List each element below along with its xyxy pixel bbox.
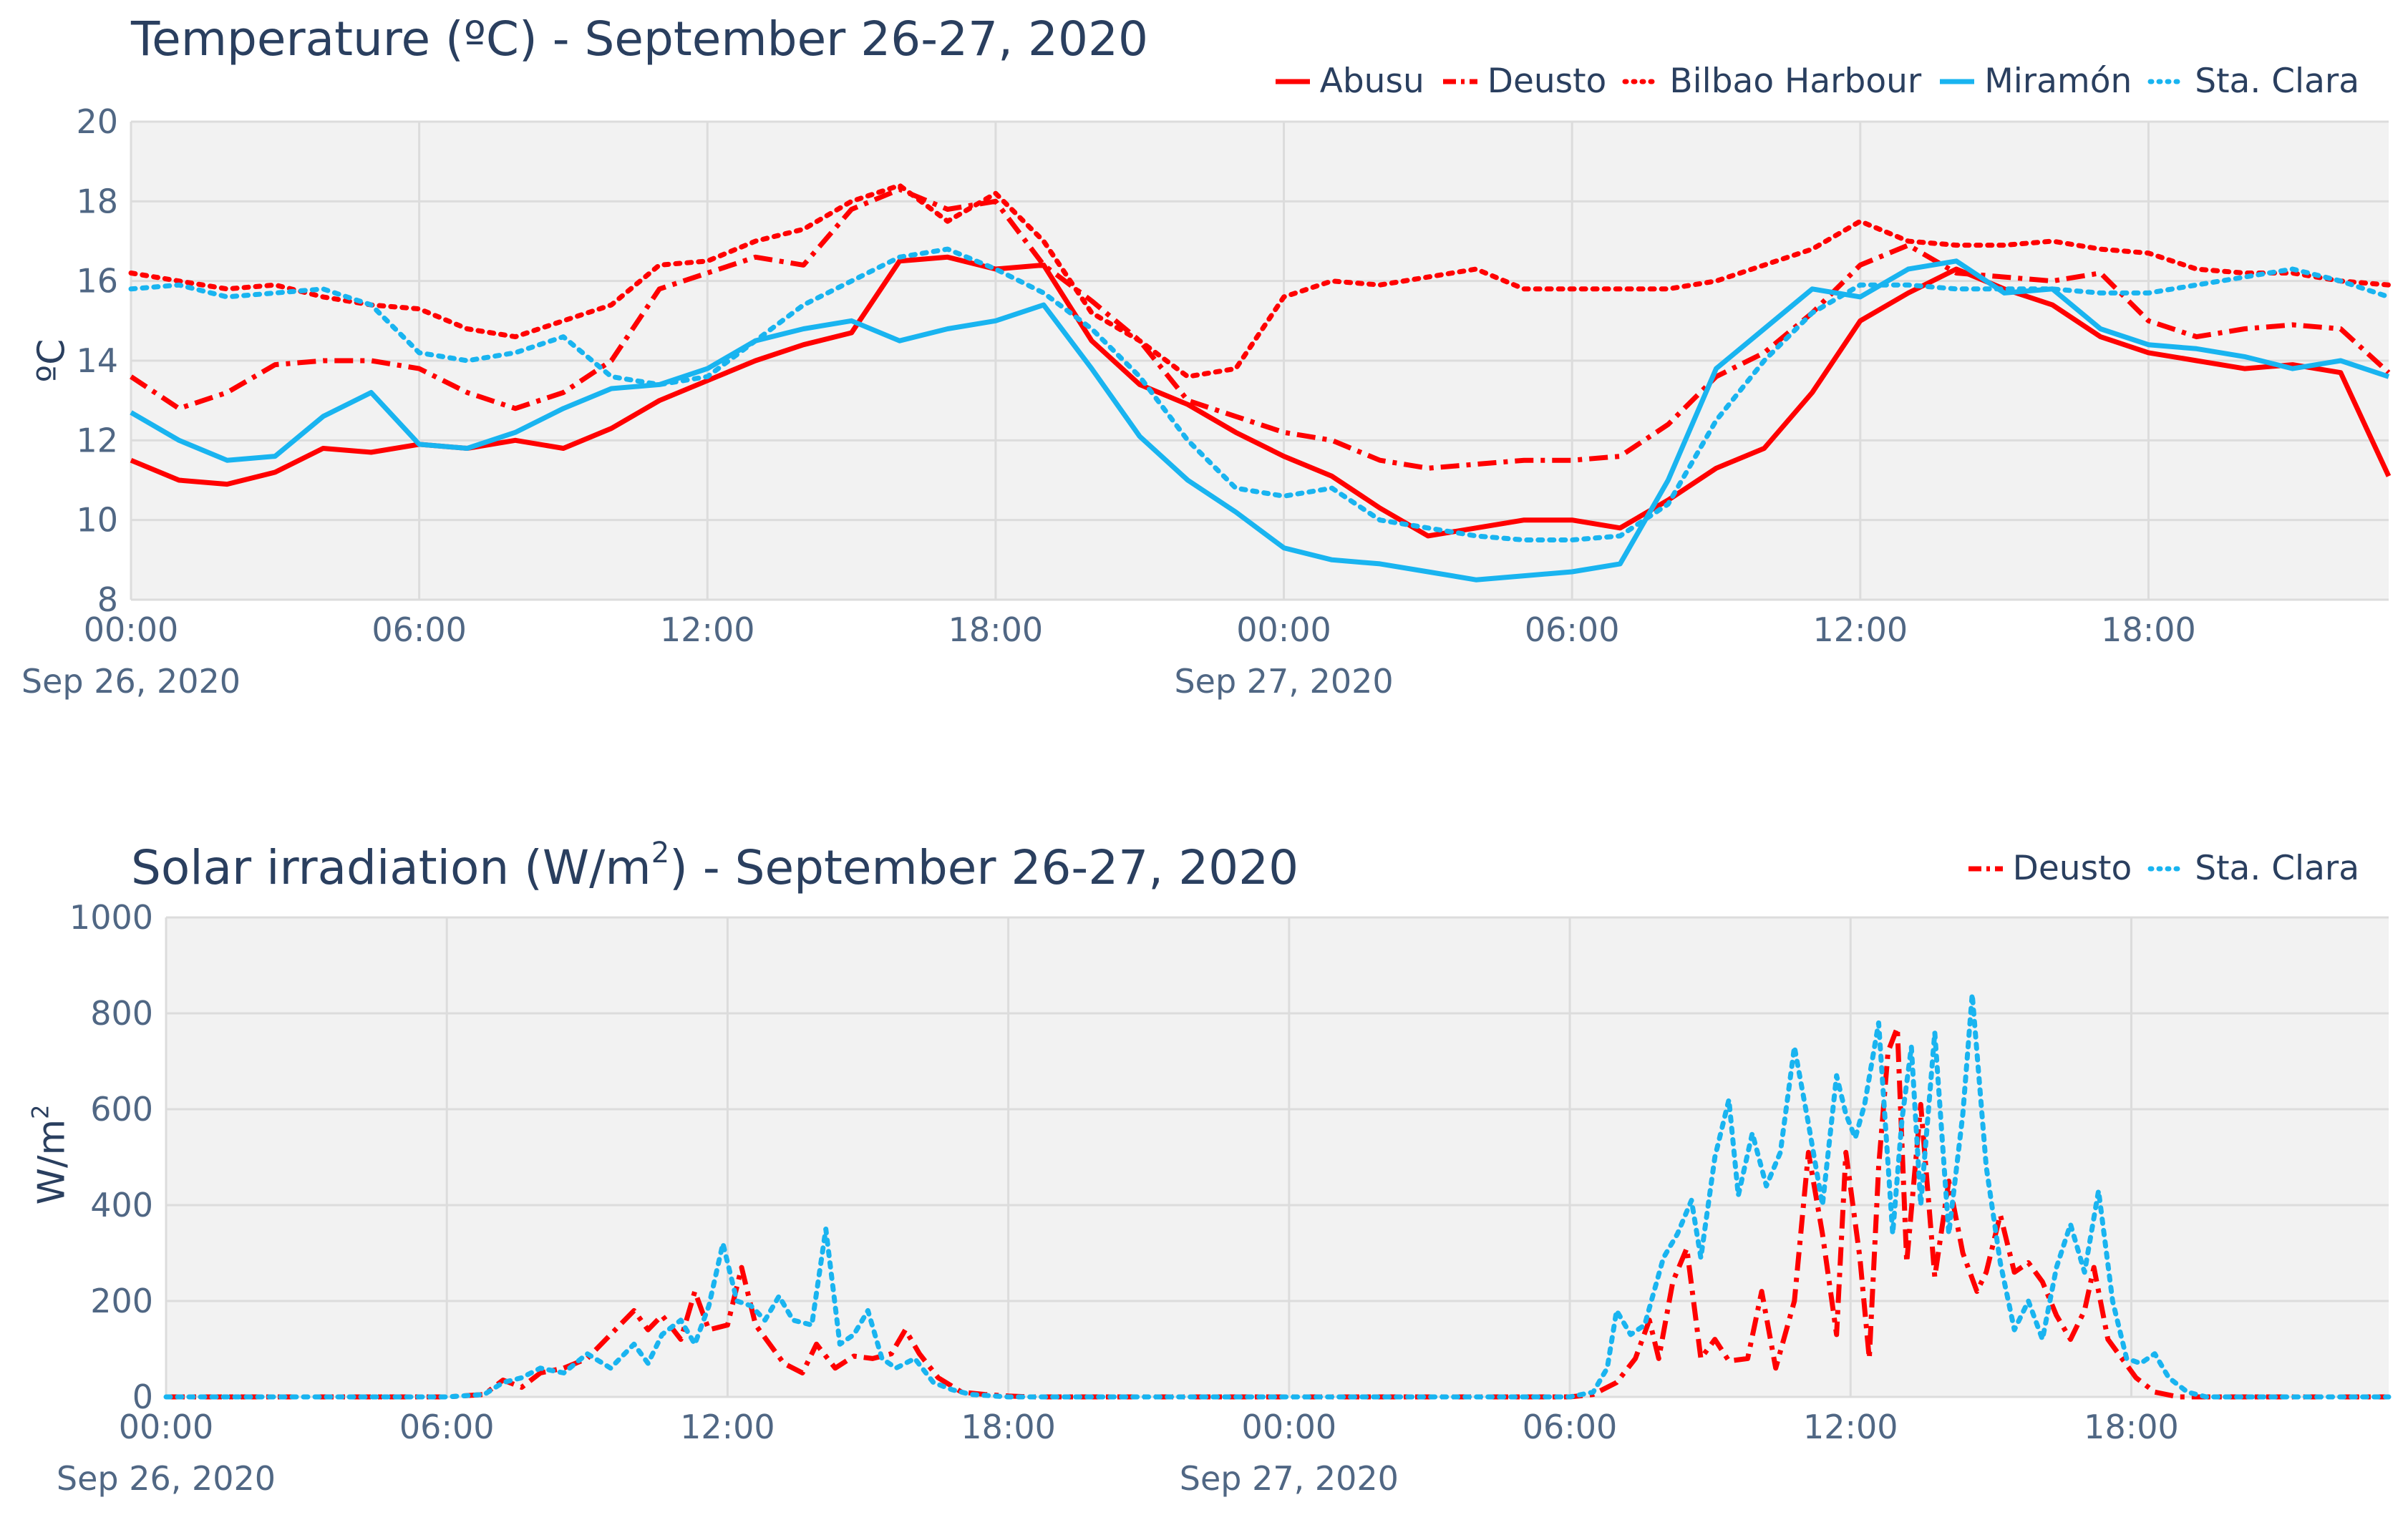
x-tick-date-label: Sep 26, 2020 [21, 662, 241, 701]
legend-swatch [1442, 79, 1477, 84]
solar-title-main: Solar irradiation (W/m [131, 840, 651, 895]
legend-label: Deusto [1487, 62, 1607, 101]
legend-item[interactable]: Bilbao Harbour [1622, 64, 1921, 98]
x-tick-label: 18:00 [948, 610, 1044, 649]
y-tick-label: 16 [76, 262, 118, 301]
legend-item[interactable]: Miramón [1937, 64, 2132, 98]
legend-label: Abusu [1319, 62, 1424, 101]
series-line-sta-clara [163, 991, 2392, 1400]
solar-title-rest: ) - September 26-27, 2020 [669, 840, 1299, 895]
legend-item[interactable]: Sta. Clara [2147, 852, 2359, 885]
legend-item[interactable]: Sta. Clara [2147, 64, 2359, 98]
y-tick-label: 20 [76, 102, 118, 141]
x-tick-label: 00:00 [84, 610, 179, 649]
solar-chart-title: Solar irradiation (W/m2) - September 26-… [131, 839, 1298, 892]
legend-swatch [1940, 79, 1975, 84]
solar-plot: 0 200 400 600 800 1000 00:00 Sep 26, 2020 06:00 1… [57, 898, 2392, 1498]
legend-item[interactable]: Abusu [1273, 64, 1424, 98]
y-tick-label: 1000 [69, 898, 153, 937]
x-tick-label: 18:00 [961, 1408, 1056, 1446]
x-tick-label: 12:00 [1813, 610, 1908, 649]
legend-label: Miramón [1984, 62, 2132, 101]
legend-swatch [1275, 79, 1310, 84]
y-tick-label: 10 [76, 501, 118, 540]
plot-background [166, 917, 2389, 1397]
temperature-legend: Abusu Deusto Bilbao Harbour Miramón Sta. Cla… [1273, 64, 2359, 98]
y-tick-label: 200 [90, 1282, 153, 1320]
y-tick-label: 14 [76, 341, 118, 380]
legend-label: Bilbao Harbour [1669, 62, 1922, 101]
legend-swatch [1968, 866, 2003, 871]
legend-label: Sta. Clara [2195, 849, 2359, 888]
series-line-sta-clara [128, 246, 2392, 542]
x-tick-label: 12:00 [1803, 1408, 1898, 1446]
x-tick-label: 12:00 [680, 1408, 775, 1446]
legend-swatch [2147, 79, 2188, 84]
y-tick-label: 0 [132, 1378, 153, 1416]
legend-item[interactable]: Deusto [1440, 62, 1607, 101]
x-tick-label: 00:00 [1242, 1408, 1337, 1446]
temperature-chart-title: Temperature (ºC) - September 26-27, 2020 [131, 11, 1148, 67]
x-tick-label: 06:00 [1523, 1408, 1618, 1446]
x-tick-label: 12:00 [660, 610, 755, 649]
x-tick-label: 00:00 [119, 1408, 214, 1446]
y-tick-label: 400 [90, 1186, 153, 1224]
x-tick-label: 00:00 [1236, 610, 1331, 649]
x-tick-label: 18:00 [2084, 1408, 2179, 1446]
y-tick-label: 8 [97, 580, 118, 619]
x-tick-date-label: Sep 27, 2020 [1174, 662, 1393, 701]
solar-legend: Deusto Sta. Clara [1966, 852, 2359, 885]
series-line-miram-n [130, 258, 2390, 583]
solar-title-superscript: 2 [651, 837, 670, 869]
legend-swatch [1622, 79, 1662, 84]
temperature-plot: 8 10 12 14 16 18 20 00:00 Sep 26, 2020 06:00 12:00… [21, 102, 2392, 701]
x-tick-date-label: Sep 26, 2020 [57, 1459, 276, 1498]
y-tick-label: 18 [76, 182, 118, 220]
x-tick-label: 18:00 [2101, 610, 2196, 649]
x-tick-label: 06:00 [372, 610, 467, 649]
solar-chart-panel: Solar irradiation (W/m2) - September 26-… [0, 759, 2408, 1525]
legend-label: Deusto [2012, 849, 2132, 888]
series-line-bilbao-harbour [128, 182, 2392, 379]
legend-item[interactable]: Deusto [1966, 852, 2132, 885]
x-tick-date-label: Sep 27, 2020 [1180, 1459, 1399, 1498]
temperature-chart-panel: Temperature (ºC) - September 26-27, 2020… [0, 0, 2408, 759]
legend-swatch [2147, 866, 2188, 871]
y-tick-label: 12 [76, 421, 118, 459]
y-tick-label: 800 [90, 994, 153, 1033]
y-tick-label: 600 [90, 1090, 153, 1129]
x-tick-label: 06:00 [1525, 610, 1620, 649]
legend-label: Sta. Clara [2195, 62, 2359, 101]
x-tick-label: 06:00 [399, 1408, 495, 1446]
